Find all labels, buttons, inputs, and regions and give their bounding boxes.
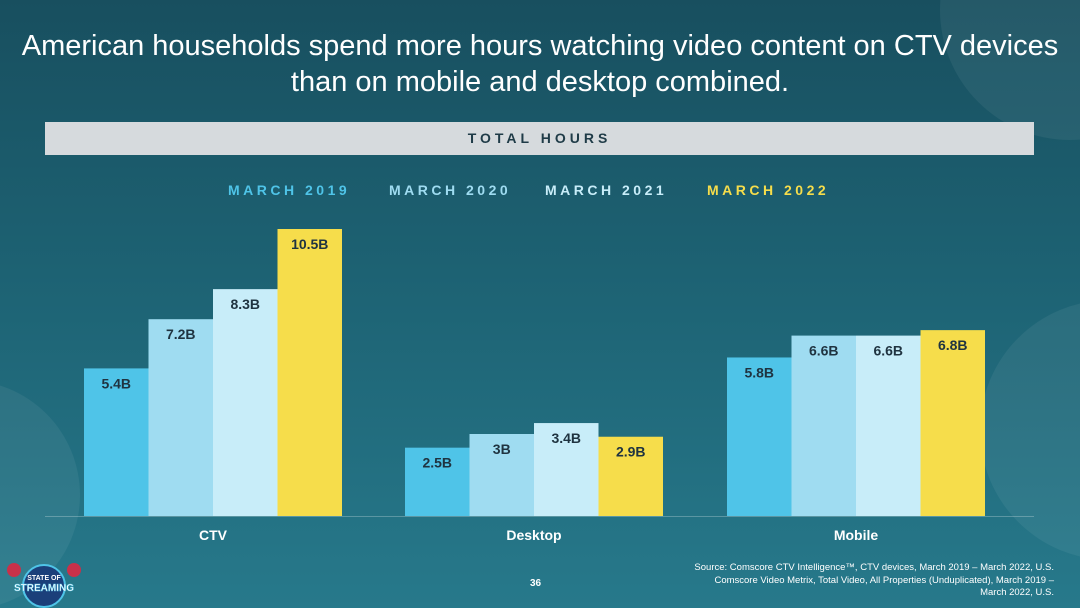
data-label: 8.3B — [230, 296, 260, 312]
category-label: CTV — [199, 527, 228, 543]
data-label: 2.9B — [616, 444, 646, 460]
bar-mobile-2 — [856, 335, 921, 516]
data-label: 7.2B — [166, 326, 196, 342]
svg-text:STATE OF: STATE OF — [27, 575, 61, 582]
bar-ctv-0 — [84, 368, 149, 516]
bar-desktop-1 — [469, 434, 534, 516]
legend-item-2020: MARCH 2020 — [389, 182, 512, 198]
bar-desktop-2 — [534, 423, 599, 516]
legend: MARCH 2019 MARCH 2020 MARCH 2021 MARCH 2… — [0, 182, 1080, 202]
legend-item-2021: MARCH 2021 — [545, 182, 668, 198]
bar-desktop-0 — [405, 447, 470, 516]
svg-text:STREAMING: STREAMING — [14, 583, 74, 594]
source-note: Source: Comscore CTV Intelligence™, CTV … — [594, 562, 1054, 600]
bar-ctv-1 — [148, 319, 213, 516]
data-label: 5.4B — [101, 375, 131, 391]
state-of-streaming-logo: STATE OF STREAMING — [7, 563, 81, 608]
category-label: Desktop — [506, 527, 561, 543]
source-line: Comscore Video Metrix, Total Video, All … — [714, 574, 1054, 586]
slide-title: American households spend more hours wat… — [21, 30, 1059, 98]
bar-mobile-1 — [791, 335, 856, 516]
data-label: 10.5B — [291, 236, 328, 252]
source-line: March 2022, U.S. — [980, 587, 1054, 598]
data-label: 6.8B — [938, 337, 968, 353]
bar-ctv-2 — [213, 289, 278, 516]
legend-item-2022: MARCH 2022 — [707, 182, 830, 198]
bar-ctv-3 — [277, 229, 342, 516]
data-label: 6.6B — [809, 343, 839, 359]
bar-desktop-3 — [598, 436, 663, 516]
category-label: Mobile — [834, 527, 879, 543]
decorative-circle — [0, 385, 80, 605]
legend-item-2019: MARCH 2019 — [228, 182, 351, 198]
bar-mobile-3 — [920, 330, 985, 516]
source-line: Source: Comscore CTV Intelligence™, CTV … — [694, 562, 1054, 573]
decorative-circle — [980, 303, 1080, 557]
page-number: 36 — [530, 578, 542, 589]
data-label: 3B — [493, 441, 511, 457]
data-label: 3.4B — [551, 430, 581, 446]
data-label: 5.8B — [744, 364, 774, 380]
data-label: 6.6B — [873, 343, 903, 359]
data-label: 2.5B — [422, 455, 452, 471]
section-header: TOTAL HOURS — [45, 122, 1034, 155]
decorative-circle — [940, 0, 1080, 140]
bar-mobile-0 — [727, 357, 792, 516]
